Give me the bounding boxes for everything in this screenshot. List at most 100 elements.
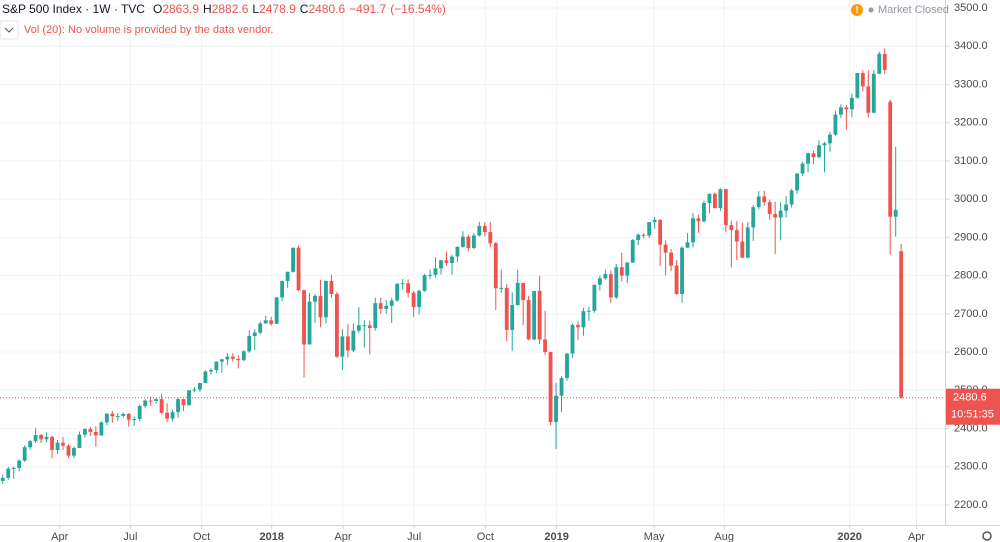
y-tick-label: 3400.0 [954,40,988,52]
candle-body [811,153,816,158]
candle-body [860,72,865,87]
candle-body [324,280,328,318]
candle-body [274,297,279,324]
candle-body [170,412,175,419]
x-tick-label: Apr [908,531,925,542]
candle-body [362,325,367,327]
candle-body [143,400,148,406]
x-tick-label: Oct [477,531,494,542]
ohlc-label: L [252,2,259,16]
candle-body [680,247,684,294]
candle-body [510,305,515,330]
ohlc-value: 2882.6 [212,2,249,16]
candle-body [773,214,778,218]
candle-body [855,72,860,98]
ohlc-value: 2863.9 [162,2,199,16]
candle-body [707,193,712,203]
candle-body [351,330,356,351]
candle-body [597,278,602,285]
candle-body [241,351,246,361]
symbol: S&P 500 Index [2,2,82,16]
candle-body [745,227,750,258]
candle-body [82,428,87,435]
candle-body [269,320,274,324]
candle-body [22,447,27,461]
candle-body [817,145,821,158]
candle-body [88,428,93,432]
status-dot [868,7,874,13]
candle-body [866,86,871,113]
candles [0,48,904,484]
candle-body [691,218,695,243]
x-tick-label: Aug [714,531,734,542]
candle-body [263,320,268,324]
candle-body [460,236,465,247]
candle-body [176,399,180,413]
candle-body [450,256,454,263]
candle-body [789,190,794,205]
candle-body [137,405,142,419]
candle-body [302,290,306,345]
ohlc-label: C [300,2,309,16]
y-tick-label: 2200.0 [954,499,988,511]
candle-body [685,242,690,248]
warning-icon[interactable] [851,4,863,16]
candle-body [740,241,745,258]
y-tick-label: 2700.0 [954,308,988,320]
separator: · [111,2,121,16]
candle-body [499,287,504,289]
candle-body [559,378,564,396]
candle-body [471,235,476,249]
candle-body [493,243,498,289]
x-tick-label: 2019 [544,531,568,542]
candle-body [55,442,60,450]
candle-body [219,359,224,362]
candle-body [66,445,71,456]
y-tick-label: 2900.0 [954,231,988,243]
candle-body [581,311,586,328]
candle-body [334,293,339,357]
candle-body [400,283,405,285]
candle-body [702,202,706,222]
candle-body [537,290,542,340]
gear [982,531,992,541]
candle-body [126,414,131,420]
header: S&P 500 Index · 1W · TVC O2863.9 H2882.6 L2… [0,2,949,40]
settings-icon[interactable] [982,531,992,541]
candle-body [208,370,213,372]
candle-body [291,247,296,272]
candle-body [723,189,728,226]
candle-body [258,323,263,333]
candle-body [72,448,76,456]
candle-body [718,189,723,208]
candle-body [630,240,635,263]
collapse-button[interactable] [0,20,19,40]
candle-body [236,358,241,361]
ohlc-label: H [203,2,212,16]
candle-body [543,339,548,353]
separator: · [82,2,93,16]
candle-body [203,371,208,384]
candle-body [652,219,657,223]
interval: 1W [93,2,112,16]
candle-body [877,53,882,74]
candle-body [307,301,312,345]
candle-body [318,295,323,318]
candle-body [50,436,54,450]
candle-body [132,418,137,420]
y-tick-label: 2600.0 [954,346,988,358]
candle-body [61,442,65,446]
x-tick-label: Jul [407,531,421,542]
candle-body [39,435,44,440]
candle-body [285,271,290,281]
y-tick-label: 3300.0 [954,78,988,90]
x-tick-label: Apr [334,531,351,542]
x-tick-label: Apr [51,531,68,542]
candle-body [526,300,531,340]
last-price-badge [946,388,1000,425]
change-percent: (−16.54%) [390,2,446,16]
y-tick-label: 3200.0 [954,117,988,129]
candle-body [230,356,235,359]
candle-body [647,222,652,236]
candle-body [734,230,739,242]
